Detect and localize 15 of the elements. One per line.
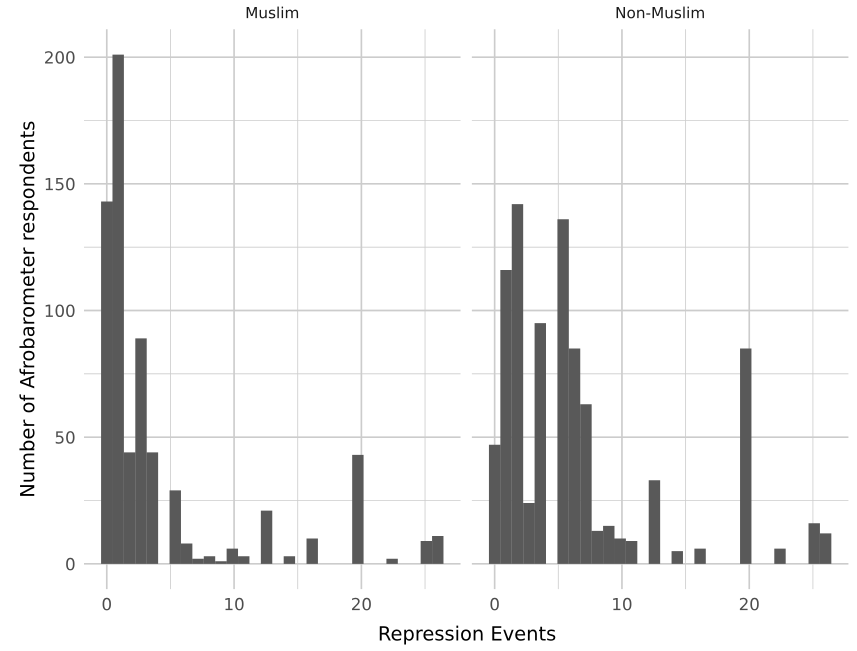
y-tick-label: 50 bbox=[56, 431, 75, 444]
y-axis-title: Number of Afrobarometer respondents bbox=[19, 122, 38, 496]
x-tick-label: 20 bbox=[740, 598, 759, 610]
y-tick-label: 0 bbox=[66, 558, 75, 570]
chart-title: Muslim bbox=[246, 6, 298, 18]
chart-title: Non-Muslim bbox=[616, 6, 704, 18]
x-tick-label: 10 bbox=[225, 598, 244, 610]
x-tick-label: 20 bbox=[352, 598, 371, 610]
y-tick-label: 200 bbox=[45, 51, 75, 64]
x-tick-label: 0 bbox=[490, 598, 499, 610]
x-tick-label: 10 bbox=[613, 598, 632, 610]
y-tick-label: 150 bbox=[46, 178, 75, 190]
y-tick-label: 100 bbox=[46, 304, 75, 318]
x-tick-label: 0 bbox=[102, 598, 111, 610]
x-axis-title: Repression Events bbox=[380, 626, 556, 644]
